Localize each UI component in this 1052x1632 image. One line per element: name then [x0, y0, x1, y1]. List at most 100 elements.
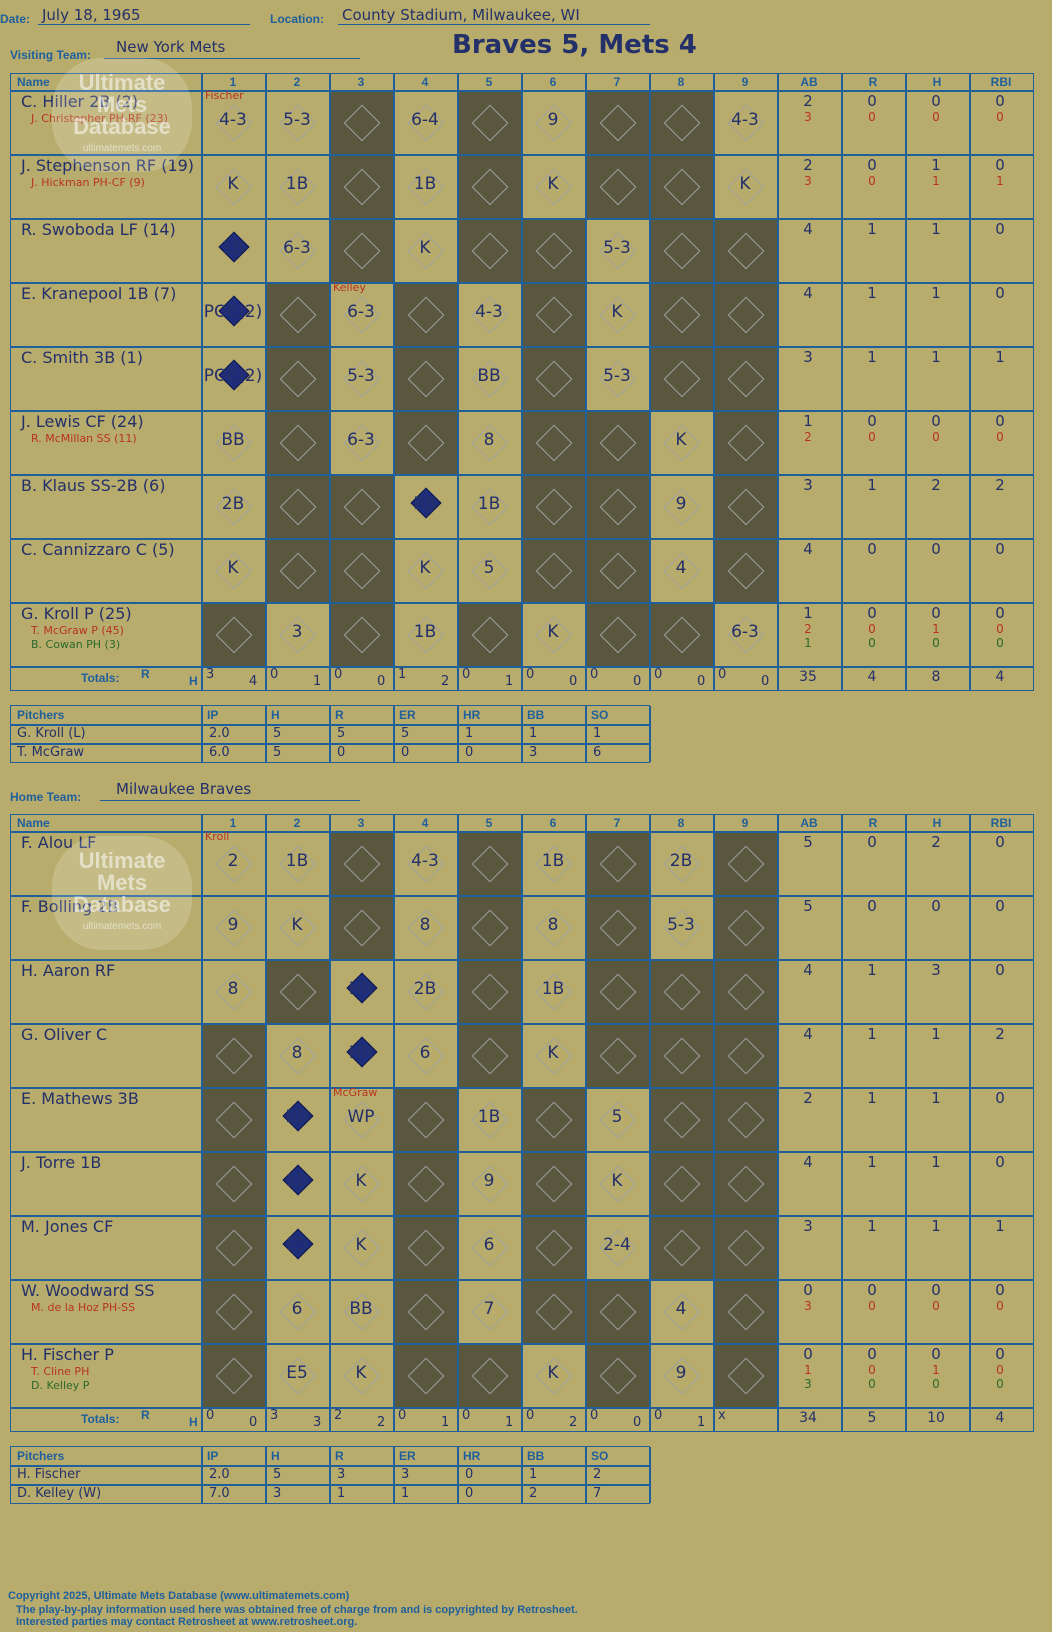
- batter-stat: 2: [803, 156, 813, 174]
- play-result: 4-3: [475, 302, 503, 322]
- inactive-cell: [649, 282, 713, 346]
- grid-line: [521, 706, 523, 762]
- play-result: 9: [675, 494, 687, 514]
- play-result: 1B: [285, 174, 309, 194]
- pitcher-stat-header: ER: [399, 708, 416, 722]
- batter-stat: 0: [995, 1345, 1005, 1363]
- play-result: 8: [419, 915, 431, 935]
- batter-stat: 0: [995, 540, 1005, 558]
- pitcher-stat: 2: [593, 1467, 602, 1482]
- batter-stat: 0: [931, 1345, 941, 1363]
- batter-stat: 0: [867, 1345, 877, 1363]
- grid-line: [841, 815, 843, 1431]
- grid-line: [11, 743, 649, 745]
- watermark-logo: Ultimate Mets Database ultimatemets.com: [52, 58, 192, 172]
- grid-line: [585, 706, 587, 762]
- play-result: K: [675, 430, 687, 450]
- batter-name: E. Kranepool 1B (7): [21, 284, 177, 303]
- batter-stat: 5: [803, 833, 813, 851]
- inning-header: 6: [549, 816, 557, 830]
- total-stat: 4: [995, 669, 1005, 685]
- inning-hits: 0: [633, 1415, 642, 1430]
- batter-name: J. Stephenson RF (19): [21, 156, 195, 175]
- inactive-cell: [585, 602, 649, 666]
- inactive-cell: [585, 154, 649, 218]
- batter-stat: 4: [803, 540, 813, 558]
- inactive-cell: [457, 1343, 521, 1407]
- batter-stat: 4: [803, 220, 813, 238]
- substitute-stat: 1: [804, 636, 812, 650]
- play-result: 9: [675, 1363, 687, 1383]
- batter-name: F. Bolling 2B: [21, 897, 119, 916]
- batter-stat: 0: [995, 833, 1005, 851]
- grid-line: [521, 815, 523, 1431]
- pitcher-stat-header: H: [271, 1449, 280, 1463]
- batter-stat: 0: [931, 897, 941, 915]
- total-stat: 4: [867, 669, 877, 685]
- inning-header: 7: [613, 816, 621, 830]
- inactive-cell: [201, 1279, 265, 1343]
- inning-hits: 2: [377, 1415, 386, 1430]
- inactive-cell: [585, 895, 649, 959]
- play-result: K: [355, 1363, 367, 1383]
- batter-name: F. Alou LF: [21, 833, 97, 852]
- batter-stat: 0: [867, 833, 877, 851]
- pitcher-stat: 1: [593, 726, 602, 741]
- pitcher-stat-header: H: [271, 708, 280, 722]
- batter-name: E. Mathews 3B: [21, 1089, 139, 1108]
- totals-h-label: H: [189, 1415, 198, 1429]
- inactive-cell: [713, 346, 777, 410]
- pitching-change-note: Kroll: [205, 830, 230, 843]
- inactive-cell: [457, 90, 521, 154]
- inactive-cell: [585, 831, 649, 895]
- play-result: 5-3: [283, 110, 311, 130]
- inning-runs: 3: [206, 667, 215, 682]
- stat-header: H: [932, 816, 942, 830]
- inactive-cell: [585, 1343, 649, 1407]
- inning-runs: x: [718, 1408, 726, 1423]
- batter-stat: 0: [931, 540, 941, 558]
- substitute-stat: 1: [932, 174, 940, 188]
- grid-line: [11, 831, 1033, 833]
- inactive-cell: [393, 1343, 457, 1407]
- batter-stat: 1: [995, 1217, 1005, 1235]
- grid-line: [713, 74, 715, 690]
- play-result: BB: [413, 494, 437, 514]
- total-stat: 8: [931, 669, 941, 685]
- pitcher-name: D. Kelley (W): [17, 1486, 102, 1501]
- inactive-cell: [713, 1087, 777, 1151]
- play-result: 4-3: [731, 110, 759, 130]
- grid-line: [521, 1447, 523, 1503]
- visiting-team-name: New York Mets: [116, 38, 226, 56]
- grid-line: [521, 74, 523, 690]
- batter-stat: 2: [803, 92, 813, 110]
- play-result: K: [739, 174, 751, 194]
- substitute-name: R. McMillan SS (11): [31, 432, 137, 445]
- play-result: 8: [227, 979, 239, 999]
- batter-name: H. Aaron RF: [21, 961, 116, 980]
- grid-line: [265, 706, 267, 762]
- location-value: County Stadium, Milwaukee, WI: [342, 6, 580, 24]
- pitcher-stat-header: IP: [207, 1449, 219, 1463]
- batter-stat: 0: [995, 1089, 1005, 1107]
- play-result: 1B: [541, 851, 565, 871]
- batter-stat: 1: [867, 1089, 877, 1107]
- batter-stat: 0: [867, 1281, 877, 1299]
- pitcher-stat: 5: [401, 726, 410, 741]
- inning-hits: 1: [505, 1415, 514, 1430]
- inning-hits: 2: [441, 674, 450, 689]
- grid-line: [649, 706, 651, 762]
- substitute-stat: 0: [932, 1377, 940, 1391]
- inactive-cell: [521, 346, 585, 410]
- inactive-cell: [265, 410, 329, 474]
- inning-header: 4: [421, 816, 429, 830]
- pitcher-name: T. McGraw: [17, 745, 85, 760]
- batter-stat: 1: [867, 476, 877, 494]
- batter-stat: 4: [803, 961, 813, 979]
- home-scorecard: Name 1 2 3 4 5 6 7 8 9 AB R H RBI F. Alou LF 5 0 2 0 2 1B 4-3…: [10, 814, 1034, 1432]
- play-result: 5-3: [603, 366, 631, 386]
- play-result: POE(2): [203, 366, 263, 386]
- grid-line: [585, 74, 587, 690]
- grid-line: [969, 74, 971, 690]
- play-result: 6-3: [283, 238, 311, 258]
